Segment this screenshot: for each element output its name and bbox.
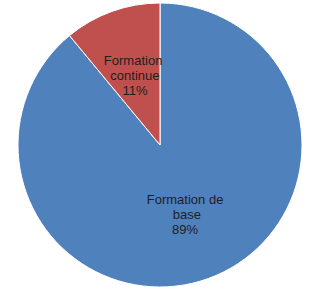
svg-text:89%: 89% [172, 222, 198, 237]
svg-text:Formation de: Formation de [147, 192, 224, 207]
svg-text:base: base [169, 207, 201, 222]
svg-text:11%: 11% [122, 83, 147, 98]
svg-text:continue: continue [110, 68, 159, 83]
svg-text:Formation: Formation [104, 53, 166, 68]
